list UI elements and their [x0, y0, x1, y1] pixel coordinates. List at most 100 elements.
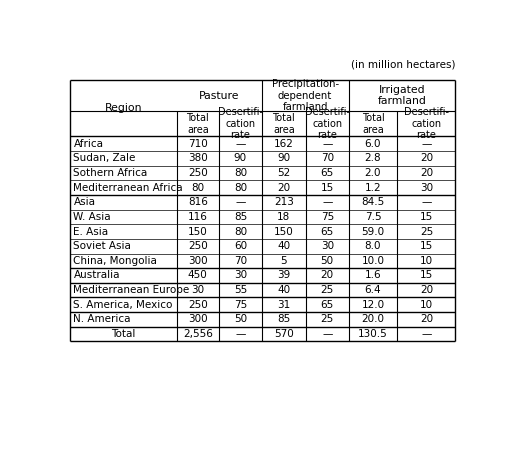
Text: 250: 250: [188, 241, 208, 251]
Text: 65: 65: [321, 227, 334, 237]
Text: 15: 15: [420, 212, 433, 222]
Text: Desertifi-
cation
rate: Desertifi- cation rate: [404, 107, 449, 140]
Text: 20: 20: [420, 154, 433, 164]
Text: 116: 116: [188, 212, 208, 222]
Text: 30: 30: [420, 183, 433, 193]
Text: Total: Total: [111, 329, 135, 339]
Text: 52: 52: [277, 168, 290, 178]
Text: 250: 250: [188, 300, 208, 310]
Text: 80: 80: [234, 183, 247, 193]
Text: China, Mongolia: China, Mongolia: [73, 256, 157, 266]
Text: 10.0: 10.0: [362, 256, 384, 266]
Text: —: —: [421, 197, 431, 207]
Text: Total
area: Total area: [272, 113, 295, 134]
Text: 570: 570: [274, 329, 294, 339]
Text: 65: 65: [321, 168, 334, 178]
Text: 213: 213: [274, 197, 294, 207]
Text: 2,556: 2,556: [183, 329, 213, 339]
Text: 30: 30: [321, 241, 334, 251]
Text: 10: 10: [420, 256, 433, 266]
Text: 6.0: 6.0: [365, 139, 381, 149]
Text: 12.0: 12.0: [361, 300, 385, 310]
Text: 2.8: 2.8: [365, 154, 381, 164]
Text: 30: 30: [191, 285, 204, 295]
Text: Irrigated
farmland: Irrigated farmland: [378, 85, 426, 106]
Text: 20: 20: [321, 271, 334, 281]
Text: Region: Region: [105, 103, 142, 113]
Text: 300: 300: [188, 256, 208, 266]
Text: 80: 80: [191, 183, 204, 193]
Text: 90: 90: [277, 154, 290, 164]
Text: S. America, Mexico: S. America, Mexico: [73, 300, 173, 310]
Text: 60: 60: [234, 241, 247, 251]
Text: (in million hectares): (in million hectares): [351, 59, 456, 69]
Text: 250: 250: [188, 168, 208, 178]
Text: Mediterranean Europe: Mediterranean Europe: [73, 285, 190, 295]
Text: 15: 15: [420, 271, 433, 281]
Text: 450: 450: [188, 271, 208, 281]
Text: 10: 10: [420, 300, 433, 310]
Text: 80: 80: [234, 168, 247, 178]
Text: 84.5: 84.5: [361, 197, 385, 207]
Text: 85: 85: [234, 212, 247, 222]
Text: 25: 25: [420, 227, 433, 237]
Text: —: —: [322, 197, 332, 207]
Text: Total
area: Total area: [362, 113, 384, 134]
Text: Precipitation-
dependent
farmland: Precipitation- dependent farmland: [271, 79, 339, 112]
Text: 15: 15: [321, 183, 334, 193]
Text: 300: 300: [188, 314, 208, 324]
Text: 75: 75: [234, 300, 247, 310]
Text: Mediterranean Africa: Mediterranean Africa: [73, 183, 183, 193]
Text: 70: 70: [234, 256, 247, 266]
Text: 25: 25: [321, 314, 334, 324]
Text: 15: 15: [420, 241, 433, 251]
Text: 20: 20: [420, 285, 433, 295]
Text: 40: 40: [277, 285, 290, 295]
Text: 20.0: 20.0: [362, 314, 384, 324]
Text: 150: 150: [188, 227, 208, 237]
Text: 50: 50: [321, 256, 334, 266]
Text: 20: 20: [420, 168, 433, 178]
Text: 162: 162: [274, 139, 294, 149]
Text: E. Asia: E. Asia: [73, 227, 109, 237]
Text: —: —: [235, 329, 246, 339]
Text: 59.0: 59.0: [361, 227, 385, 237]
Text: 85: 85: [277, 314, 290, 324]
Text: 2.0: 2.0: [365, 168, 381, 178]
Text: 30: 30: [234, 271, 247, 281]
Text: 7.5: 7.5: [365, 212, 381, 222]
Text: Asia: Asia: [73, 197, 95, 207]
Text: 31: 31: [277, 300, 290, 310]
Text: Africa: Africa: [73, 139, 104, 149]
Text: 25: 25: [321, 285, 334, 295]
Text: 18: 18: [277, 212, 290, 222]
Text: 8.0: 8.0: [365, 241, 381, 251]
Text: N. America: N. America: [73, 314, 131, 324]
Text: —: —: [421, 139, 431, 149]
Text: 80: 80: [234, 227, 247, 237]
Text: 6.4: 6.4: [365, 285, 381, 295]
Text: —: —: [322, 139, 332, 149]
Text: 5: 5: [281, 256, 287, 266]
Text: Australia: Australia: [73, 271, 120, 281]
Text: 90: 90: [234, 154, 247, 164]
Text: 710: 710: [188, 139, 208, 149]
Text: 130.5: 130.5: [358, 329, 388, 339]
Text: —: —: [235, 139, 246, 149]
Text: 20: 20: [420, 314, 433, 324]
Text: 40: 40: [277, 241, 290, 251]
Text: 55: 55: [234, 285, 247, 295]
Text: Desertifi-
cation
rate: Desertifi- cation rate: [218, 107, 263, 140]
Text: 20: 20: [277, 183, 290, 193]
Text: W. Asia: W. Asia: [73, 212, 111, 222]
Text: Desertifi-
cation
rate: Desertifi- cation rate: [305, 107, 350, 140]
Text: 380: 380: [188, 154, 208, 164]
Text: Sothern Africa: Sothern Africa: [73, 168, 148, 178]
Text: Pasture: Pasture: [199, 90, 240, 101]
Text: 816: 816: [188, 197, 208, 207]
Text: 150: 150: [274, 227, 294, 237]
Text: —: —: [235, 197, 246, 207]
Text: Sudan, Zale: Sudan, Zale: [73, 154, 136, 164]
Text: 1.6: 1.6: [365, 271, 381, 281]
Text: Total
area: Total area: [186, 113, 209, 134]
